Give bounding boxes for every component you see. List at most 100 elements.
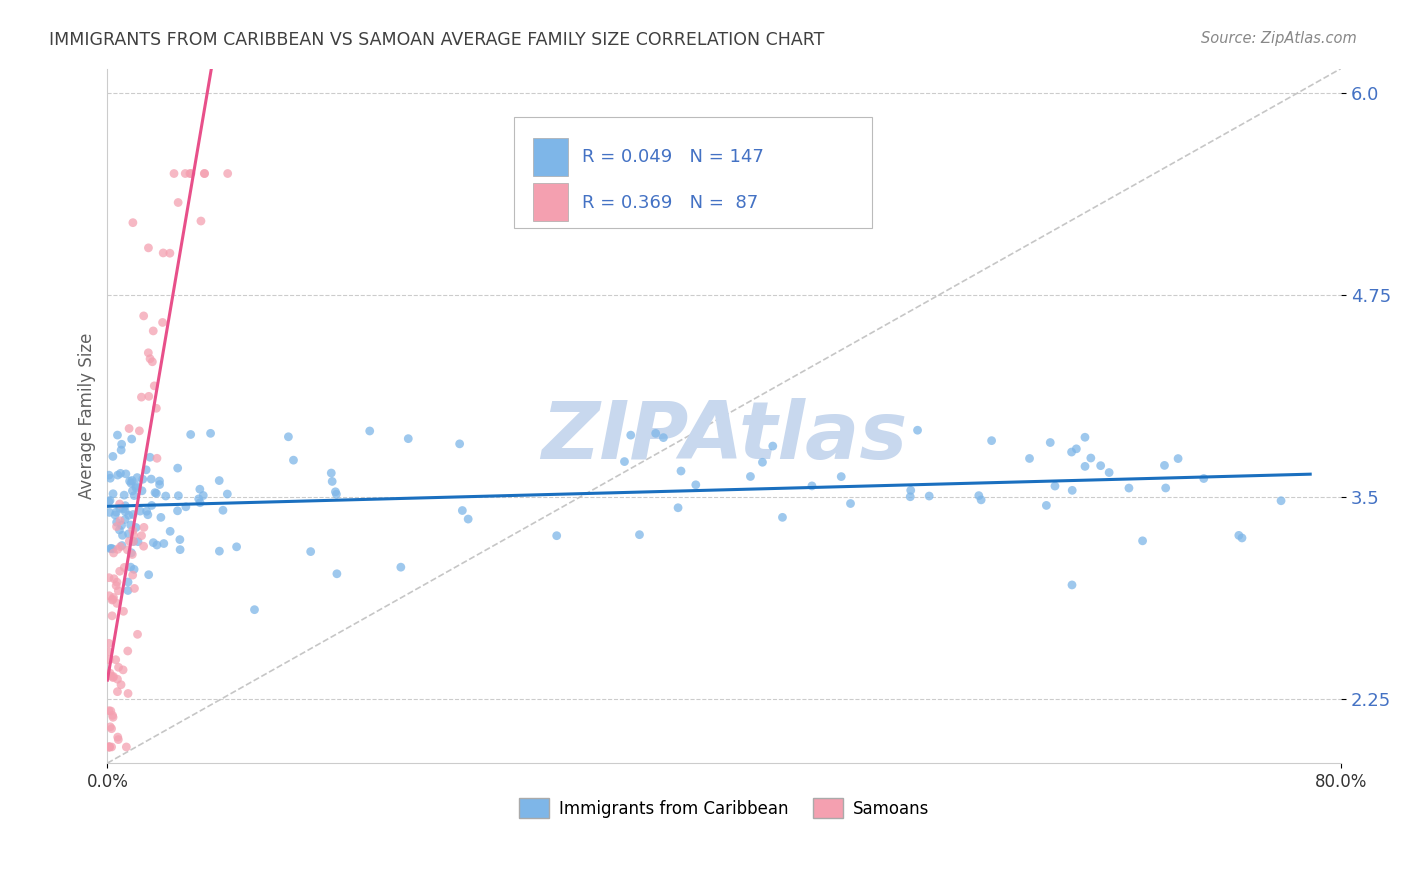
Point [174,167,197,181]
Point [101,592,124,607]
Point [107,542,129,557]
Point [141,472,163,486]
Point [166,461,188,475]
Point [1018,451,1040,466]
Point [762,439,785,453]
Point [396,432,419,446]
Point [103,546,125,560]
Point [1062,483,1084,498]
Point [1043,479,1066,493]
Text: ZIPAtlas: ZIPAtlas [541,398,907,475]
Point [180,427,202,442]
Point [103,669,125,683]
Point [101,671,124,685]
Point [121,524,143,538]
Point [918,489,941,503]
Point [751,455,773,469]
Point [121,483,143,498]
Point [104,653,127,667]
Point [152,246,174,260]
Point [132,309,155,323]
Point [131,390,153,404]
Point [132,472,155,486]
Point [117,644,139,658]
Point [1167,451,1189,466]
Point [143,485,166,500]
Point [217,487,239,501]
Point [167,489,190,503]
Point [105,515,128,529]
Point [620,428,643,442]
Point [155,489,177,503]
Point [114,499,136,513]
Point [669,464,692,478]
Point [120,560,142,574]
FancyBboxPatch shape [533,183,568,221]
Point [800,479,823,493]
Point [159,524,181,539]
Point [100,704,122,718]
Point [121,568,143,582]
Point [101,608,124,623]
Point [120,476,142,491]
Point [1080,450,1102,465]
Point [190,214,212,228]
Point [122,216,145,230]
Point [125,481,148,495]
Point [666,500,689,515]
Point [1118,481,1140,495]
Point [124,582,146,596]
Point [107,684,129,698]
Point [98,505,121,519]
Point [122,489,145,503]
Point [141,355,163,369]
Point [112,501,135,516]
Point [101,487,124,501]
Point [142,535,165,549]
Point [277,430,299,444]
Point [188,496,211,510]
Point [105,579,128,593]
Point [907,423,929,437]
Point [115,739,138,754]
Point [138,241,160,255]
Point [105,596,128,610]
Point [98,571,121,585]
Point [117,583,139,598]
Point [149,510,172,524]
Point [110,467,132,481]
Point [114,505,136,519]
Point [152,315,174,329]
Point [457,512,479,526]
Point [101,450,124,464]
Point [100,669,122,683]
Point [135,504,157,518]
Point [187,491,209,506]
Point [193,488,215,502]
Point [1035,499,1057,513]
Point [121,474,143,488]
Point [98,653,121,667]
Point [117,686,139,700]
Point [122,562,145,576]
Point [685,478,707,492]
Point [98,589,121,603]
Point [111,528,134,542]
Point [139,351,162,366]
Point [105,505,128,519]
Point [118,508,141,523]
Point [1066,442,1088,456]
Point [114,512,136,526]
Text: IMMIGRANTS FROM CARIBBEAN VS SAMOAN AVERAGE FAMILY SIZE CORRELATION CHART: IMMIGRANTS FROM CARIBBEAN VS SAMOAN AVER… [49,31,824,49]
Text: R = 0.049   N = 147: R = 0.049 N = 147 [582,148,765,167]
Point [1090,458,1112,473]
Point [143,379,166,393]
Point [1227,528,1250,542]
Point [129,504,152,518]
Point [1098,466,1121,480]
Point [107,660,129,674]
Point [127,627,149,641]
Point [107,468,129,483]
Point [1270,493,1292,508]
Point [194,167,217,181]
